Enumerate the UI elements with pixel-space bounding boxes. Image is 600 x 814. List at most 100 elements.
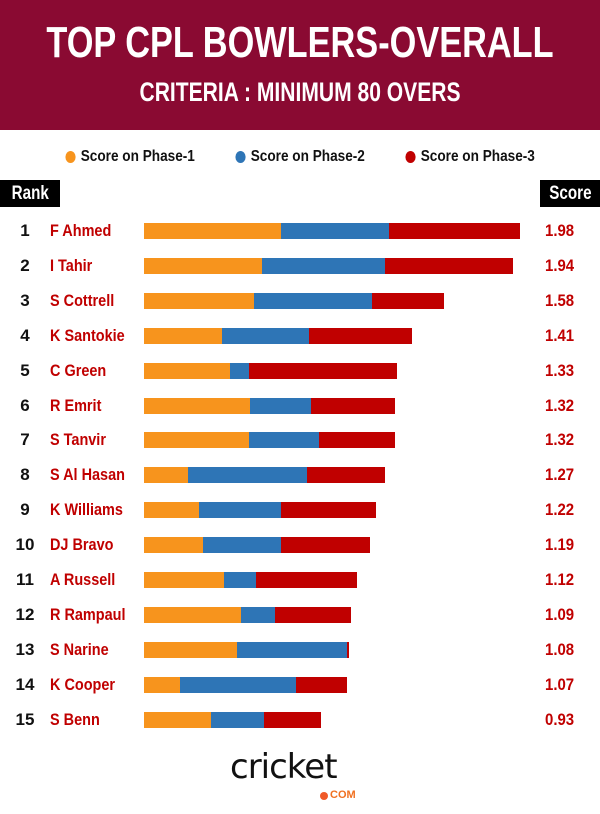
bowler-name: K Cooper [50,674,116,694]
bar-row: 7 S Tanvir 1.32 [0,428,600,452]
bar-row: 6 R Emrit 1.32 [0,394,600,418]
bar-row: 15 S Benn 0.93 [0,708,600,732]
rank-label: 8 [20,465,30,485]
bar-segment-phase-3 [311,397,395,414]
rank-label: 6 [20,395,30,415]
bar-segment-phase-2 [280,223,390,239]
score-value: 1.33 [545,360,575,380]
bar-segment-phase-3 [389,223,521,239]
bar-segment-phase-1 [144,432,249,449]
bar-segment-phase-1 [144,362,230,379]
score-value: 1.32 [545,430,575,450]
score-value: 1.32 [545,395,575,415]
bowler-name: K Williams [50,500,123,520]
score-header: Score [540,180,600,207]
score-value: 1.94 [545,255,575,275]
bar-segment-phase-1 [144,292,255,309]
bowler-name: S Tanvir [50,430,106,450]
bar-segment-phase-3 [307,467,386,484]
chart-subtitle: CRITERIA : MINIMUM 80 OVERS [139,77,461,107]
bar-row: 5 C Green 1.33 [0,359,600,383]
rank-label: 1 [20,221,30,240]
bar-segment-phase-2 [202,537,281,554]
bowler-name: R Rampaul [50,604,126,624]
rank-header: Rank [0,180,60,207]
score-value: 1.09 [545,604,575,624]
bar-segment-phase-1 [144,711,211,728]
bar-segment-phase-3 [275,606,352,623]
bar-segment-phase-1 [144,223,281,239]
bar-segment-phase-3 [318,432,395,449]
bowler-name: F Ahmed [50,221,112,240]
rank-label: 11 [16,570,34,589]
logo-word: cricket [230,747,338,787]
bowler-name: A Russell [50,570,116,589]
bar-segment-phase-1 [144,641,238,658]
bar-segment-phase-2 [261,257,386,274]
logo-dot-icon [320,792,328,800]
legend-item-phase-3: Score on Phase-3 [405,148,535,166]
bowler-name: I Tahir [50,255,93,275]
bowler-name: K Santokie [50,325,125,345]
bar-row: 12 R Rampaul 1.09 [0,603,600,627]
bar-segment-phase-3 [248,362,397,379]
bar-row: 4 K Santokie 1.41 [0,324,600,348]
legend-dot-phase-1-icon [64,151,76,163]
bar-segment-phase-3 [347,641,350,658]
bowler-name: S Cottrell [50,290,115,310]
bar-segment-phase-2 [223,572,257,588]
bar-row: 8 S Al Hasan 1.27 [0,463,600,487]
score-value: 1.27 [545,465,575,485]
bar-segment-phase-1 [144,397,251,414]
bowler-name: S Narine [50,639,109,659]
rank-label: 5 [20,360,30,380]
bar-segment-phase-3 [280,502,376,519]
bar-row: 9 K Williams 1.22 [0,498,600,522]
bar-segment-phase-1 [144,606,241,623]
legend-label: Score on Phase-2 [250,148,365,165]
bar-segment-phase-3 [263,711,321,728]
score-header-label: Score [548,183,592,204]
rank-label: 3 [20,290,30,310]
bar-segment-phase-1 [144,257,262,274]
legend-item-phase-2: Score on Phase-2 [235,148,365,166]
score-value: 1.08 [545,639,575,659]
bowler-name: S Al Hasan [50,465,125,485]
legend-label: Score on Phase-1 [80,148,195,165]
logo-suffix: COM [330,789,356,801]
score-value: 1.07 [545,674,575,694]
bar-segment-phase-2 [199,502,281,519]
bar-row: 3 S Cottrell 1.58 [0,289,600,313]
score-value: 1.19 [545,535,575,555]
legend-item-phase-1: Score on Phase-1 [64,148,195,166]
chart-title: TOP CPL BOWLERS-OVERALL [46,18,554,67]
bar-segment-phase-1 [144,502,200,519]
rank-header-label: Rank [11,183,49,204]
rank-label: 9 [20,500,30,520]
bar-segment-phase-2 [254,292,372,309]
rank-label: 7 [20,430,30,450]
bar-segment-phase-2 [187,467,308,484]
rank-label: 4 [20,325,30,345]
bar-segment-phase-2 [248,432,319,449]
bar-segment-phase-3 [296,676,348,693]
bar-row: 14 K Cooper 1.07 [0,673,600,697]
bar-segment-phase-3 [280,537,371,554]
bar-segment-phase-1 [144,327,222,344]
bar-segment-phase-2 [221,327,310,344]
bar-row: 2 I Tahir 1.94 [0,254,600,278]
score-value: 1.58 [545,290,575,310]
score-value: 1.12 [545,570,575,589]
bar-row: 13 S Narine 1.08 [0,638,600,662]
bar-segment-phase-2 [210,711,264,728]
header-banner: TOP CPL BOWLERS-OVERALL CRITERIA : MINIM… [0,0,600,130]
bar-segment-phase-3 [309,327,412,344]
score-value: 1.41 [545,325,575,345]
legend: Score on Phase-1 Score on Phase-2 Score … [0,148,600,166]
bar-segment-phase-2 [237,641,348,658]
bowler-name: DJ Bravo [50,535,114,555]
rank-label: 14 [15,674,35,694]
bowler-name: R Emrit [50,395,102,415]
bowler-name: S Benn [50,709,100,729]
rank-label: 2 [20,255,30,275]
